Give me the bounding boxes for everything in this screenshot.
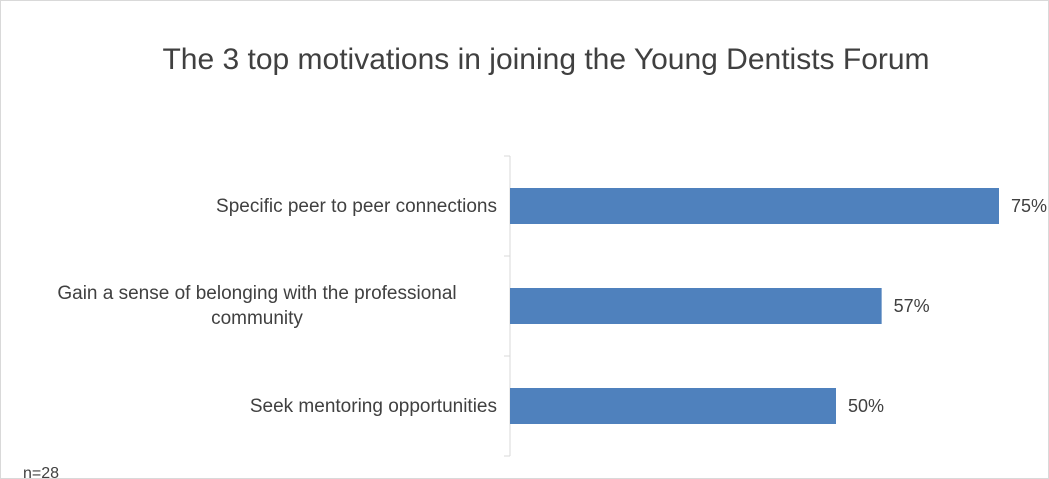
data-label: 75%: [1011, 196, 1048, 216]
chart-title: The 3 top motivations in joining the You…: [162, 43, 930, 76]
category-label-text: Seek mentoring opportunities: [249, 395, 497, 417]
bar: [510, 288, 882, 324]
bar: [510, 388, 836, 424]
category-label-text: Specific peer to peer connections: [216, 195, 497, 217]
data-label: 57%: [893, 296, 930, 316]
category-label: Gain a sense of belonging with the profe…: [1, 256, 497, 356]
data-label: 50%: [848, 396, 885, 416]
category-label: Seek mentoring opportunities: [1, 356, 497, 456]
note: n=28: [23, 465, 60, 479]
category-label-text: Gain a sense of belonging with the profe…: [57, 283, 457, 329]
category-label: Specific peer to peer connections: [1, 156, 497, 256]
bar: [510, 188, 999, 224]
